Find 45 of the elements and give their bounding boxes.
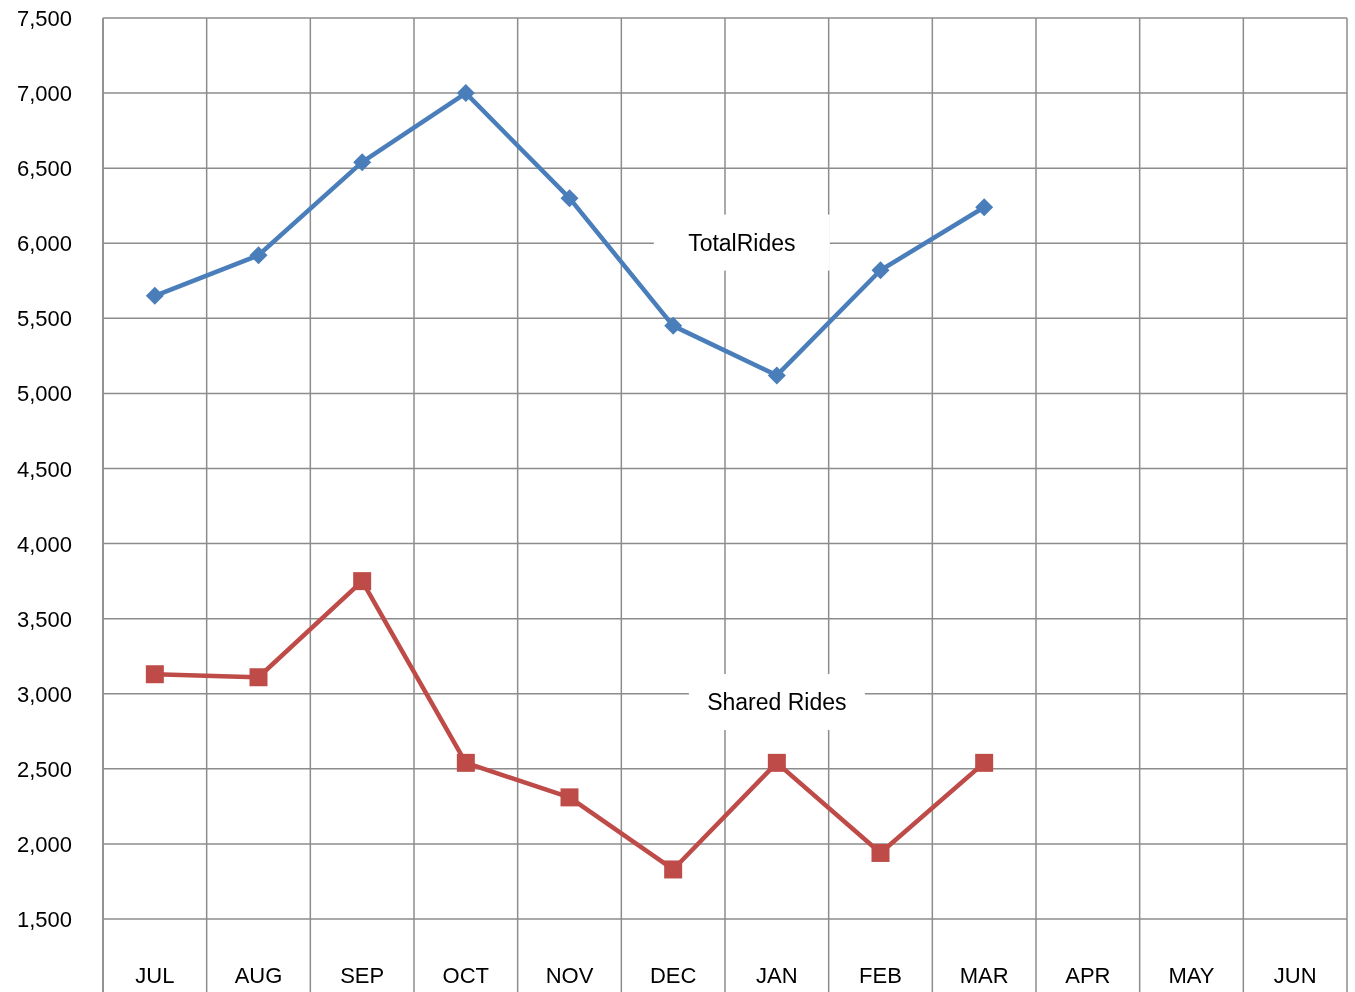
y-tick-label: 4,500 — [16, 456, 72, 482]
point — [353, 572, 372, 591]
x-tick-label: FEB — [859, 963, 902, 988]
point — [145, 286, 164, 305]
y-tick-label: 2,500 — [16, 756, 72, 782]
point — [145, 665, 164, 684]
point — [871, 261, 890, 280]
y-tick-label: 1,500 — [16, 907, 72, 933]
y-tick-label: 3,500 — [16, 606, 72, 632]
point — [975, 753, 994, 772]
y-tick-label: 7,000 — [16, 81, 72, 107]
y-tick-label: 5,500 — [16, 306, 72, 332]
y-tick-label: 2,000 — [16, 831, 72, 857]
point — [456, 753, 475, 772]
x-tick-label: APR — [1065, 963, 1111, 988]
point — [456, 84, 475, 103]
point — [767, 753, 786, 772]
y-tick-label: 3,000 — [16, 681, 72, 707]
point — [975, 198, 994, 217]
x-tick-label: SEP — [340, 963, 385, 988]
x-tick-label: MAR — [959, 963, 1009, 988]
point — [664, 860, 683, 879]
x-tick-label: JAN — [756, 963, 798, 988]
point — [560, 189, 579, 208]
x-tick-label: JUN — [1273, 963, 1317, 988]
y-tick-label: 4,000 — [16, 531, 72, 557]
x-tick-label: JUL — [135, 963, 175, 988]
y-tick-label: 7,500 — [16, 6, 72, 31]
y-tick-label: 5,000 — [16, 381, 72, 407]
point — [664, 316, 683, 335]
text: TotalRides — [688, 229, 796, 256]
point — [353, 153, 372, 172]
x-tick-label: MAY — [1168, 963, 1215, 988]
x-tick-label: OCT — [442, 963, 490, 988]
point — [560, 788, 579, 807]
x-tick-label: AUG — [234, 963, 283, 988]
x-tick-label: NOV — [545, 963, 594, 988]
point — [249, 246, 268, 265]
point — [871, 843, 890, 862]
x-tick-label: DEC — [649, 963, 697, 988]
point — [249, 668, 268, 687]
point — [767, 366, 786, 385]
y-tick-label: 6,000 — [16, 231, 72, 257]
text: Shared Rides — [707, 688, 847, 715]
y-tick-label: 6,500 — [16, 156, 72, 182]
